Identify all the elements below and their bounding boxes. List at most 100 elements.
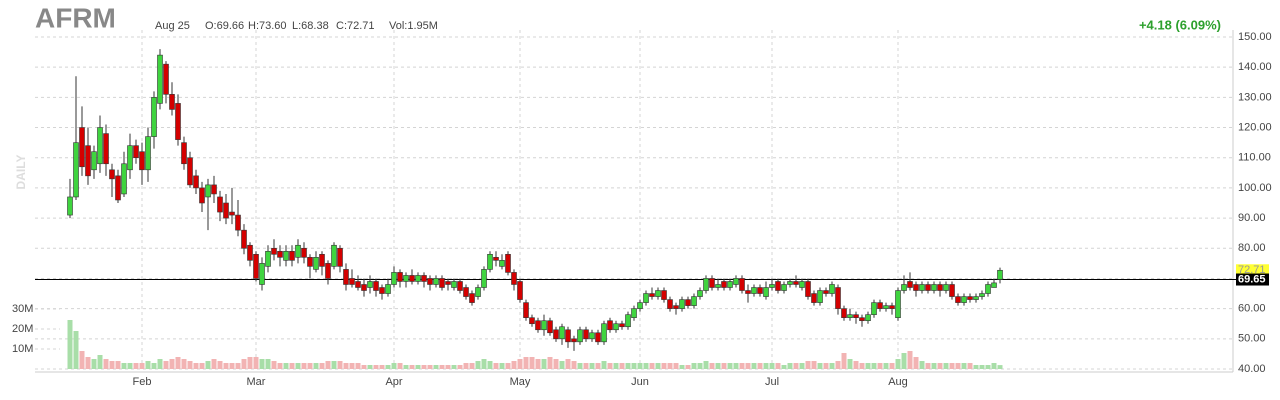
volume-bar xyxy=(751,363,757,369)
candle-body xyxy=(511,272,517,285)
candle-body xyxy=(859,317,865,322)
candle-body xyxy=(433,278,439,285)
volume-bar xyxy=(337,361,343,369)
candle-body xyxy=(997,269,1003,280)
candle-body xyxy=(367,281,373,288)
volume-bar xyxy=(451,365,457,369)
candle-body xyxy=(979,293,985,297)
volume-bar xyxy=(715,363,721,369)
candle-body xyxy=(865,314,871,322)
volume-bar xyxy=(745,363,751,369)
volume-bar xyxy=(787,363,793,369)
candle-body xyxy=(565,329,571,343)
volume-bar xyxy=(631,363,637,369)
candle-body xyxy=(883,305,889,309)
candle-body xyxy=(817,290,823,303)
volume-bar xyxy=(565,359,571,369)
volume-bar xyxy=(703,361,709,369)
candle-body xyxy=(253,254,259,279)
candle-body xyxy=(229,211,235,216)
volume-bar xyxy=(667,363,673,369)
candle-body xyxy=(319,254,325,267)
y-tick-label: 140.00 xyxy=(1238,61,1272,73)
volume-tick-label: 20M xyxy=(12,323,33,335)
y-tick-label: 110.00 xyxy=(1238,152,1271,164)
volume-bar xyxy=(877,363,883,369)
volume-bar xyxy=(463,363,469,369)
candle-body xyxy=(577,329,583,343)
volume-bar xyxy=(511,361,517,369)
candle-body xyxy=(559,326,565,340)
last-price-box xyxy=(1236,264,1269,277)
volume-bar xyxy=(445,365,451,369)
volume-bar xyxy=(991,363,997,369)
candle-body xyxy=(931,284,937,291)
candle-body xyxy=(499,260,505,267)
candle-body xyxy=(193,175,199,189)
volume-bar xyxy=(937,363,943,369)
candle-body xyxy=(145,136,151,171)
volume-bar xyxy=(607,363,613,369)
volume-bar xyxy=(103,359,109,369)
candle-body xyxy=(781,284,787,291)
volume-bar xyxy=(559,361,565,369)
volume-bar xyxy=(799,363,805,369)
y-tick-label: 90.00 xyxy=(1238,212,1266,224)
y-tick-label: 50.00 xyxy=(1238,333,1266,345)
volume-bar xyxy=(685,365,691,369)
volume-bar xyxy=(499,363,505,369)
candle-body xyxy=(469,293,475,303)
candle-body xyxy=(595,332,601,343)
volume-bar xyxy=(67,320,73,369)
volume-bar xyxy=(985,365,991,369)
candle-body xyxy=(703,278,709,291)
candle-body xyxy=(217,196,223,213)
close-label: C:72.71 xyxy=(336,20,375,32)
candle-body xyxy=(937,284,943,291)
x-tick-label: Aug xyxy=(888,376,908,388)
candle-body xyxy=(421,275,427,282)
candle-body xyxy=(583,329,589,340)
candle-body xyxy=(955,296,961,303)
volume-bar xyxy=(739,363,745,369)
candle-body xyxy=(385,284,391,294)
volume-bar xyxy=(769,363,775,369)
volume-bar xyxy=(295,363,301,369)
volume-bar xyxy=(403,365,409,369)
volume-bar xyxy=(955,363,961,369)
volume-bar xyxy=(679,365,685,369)
candle-body xyxy=(289,250,295,261)
candle-body xyxy=(919,284,925,291)
y-tick-label: 130.00 xyxy=(1238,91,1272,103)
volume-bar xyxy=(811,361,817,369)
volume-bar xyxy=(943,363,949,369)
candle-body xyxy=(451,281,457,288)
volume-bar xyxy=(535,359,541,369)
candle-body xyxy=(727,281,733,288)
volume-bar xyxy=(961,363,967,369)
volume-bar xyxy=(571,361,577,369)
y-tick-label: 40.00 xyxy=(1238,363,1266,375)
candle-body xyxy=(133,145,139,159)
candle-body xyxy=(973,296,979,300)
low-label: L:68.38 xyxy=(292,20,329,32)
volume-bar xyxy=(865,363,871,369)
candle-body xyxy=(643,293,649,303)
candle-body xyxy=(157,54,163,104)
volume-bar xyxy=(853,361,859,369)
volume-bar xyxy=(175,357,181,369)
volume-bar xyxy=(301,363,307,369)
candle-body xyxy=(181,142,187,165)
y-tick-label: 120.00 xyxy=(1238,121,1272,133)
volume-bar xyxy=(241,359,247,369)
candle-body xyxy=(139,151,145,171)
volume-bar xyxy=(493,363,499,369)
candle-body xyxy=(67,196,73,216)
candle-body xyxy=(265,250,271,267)
candle-body xyxy=(943,284,949,291)
candle-body xyxy=(811,293,817,303)
volume-bar xyxy=(211,359,217,369)
candle-body xyxy=(493,257,499,261)
candle-body xyxy=(307,257,313,267)
